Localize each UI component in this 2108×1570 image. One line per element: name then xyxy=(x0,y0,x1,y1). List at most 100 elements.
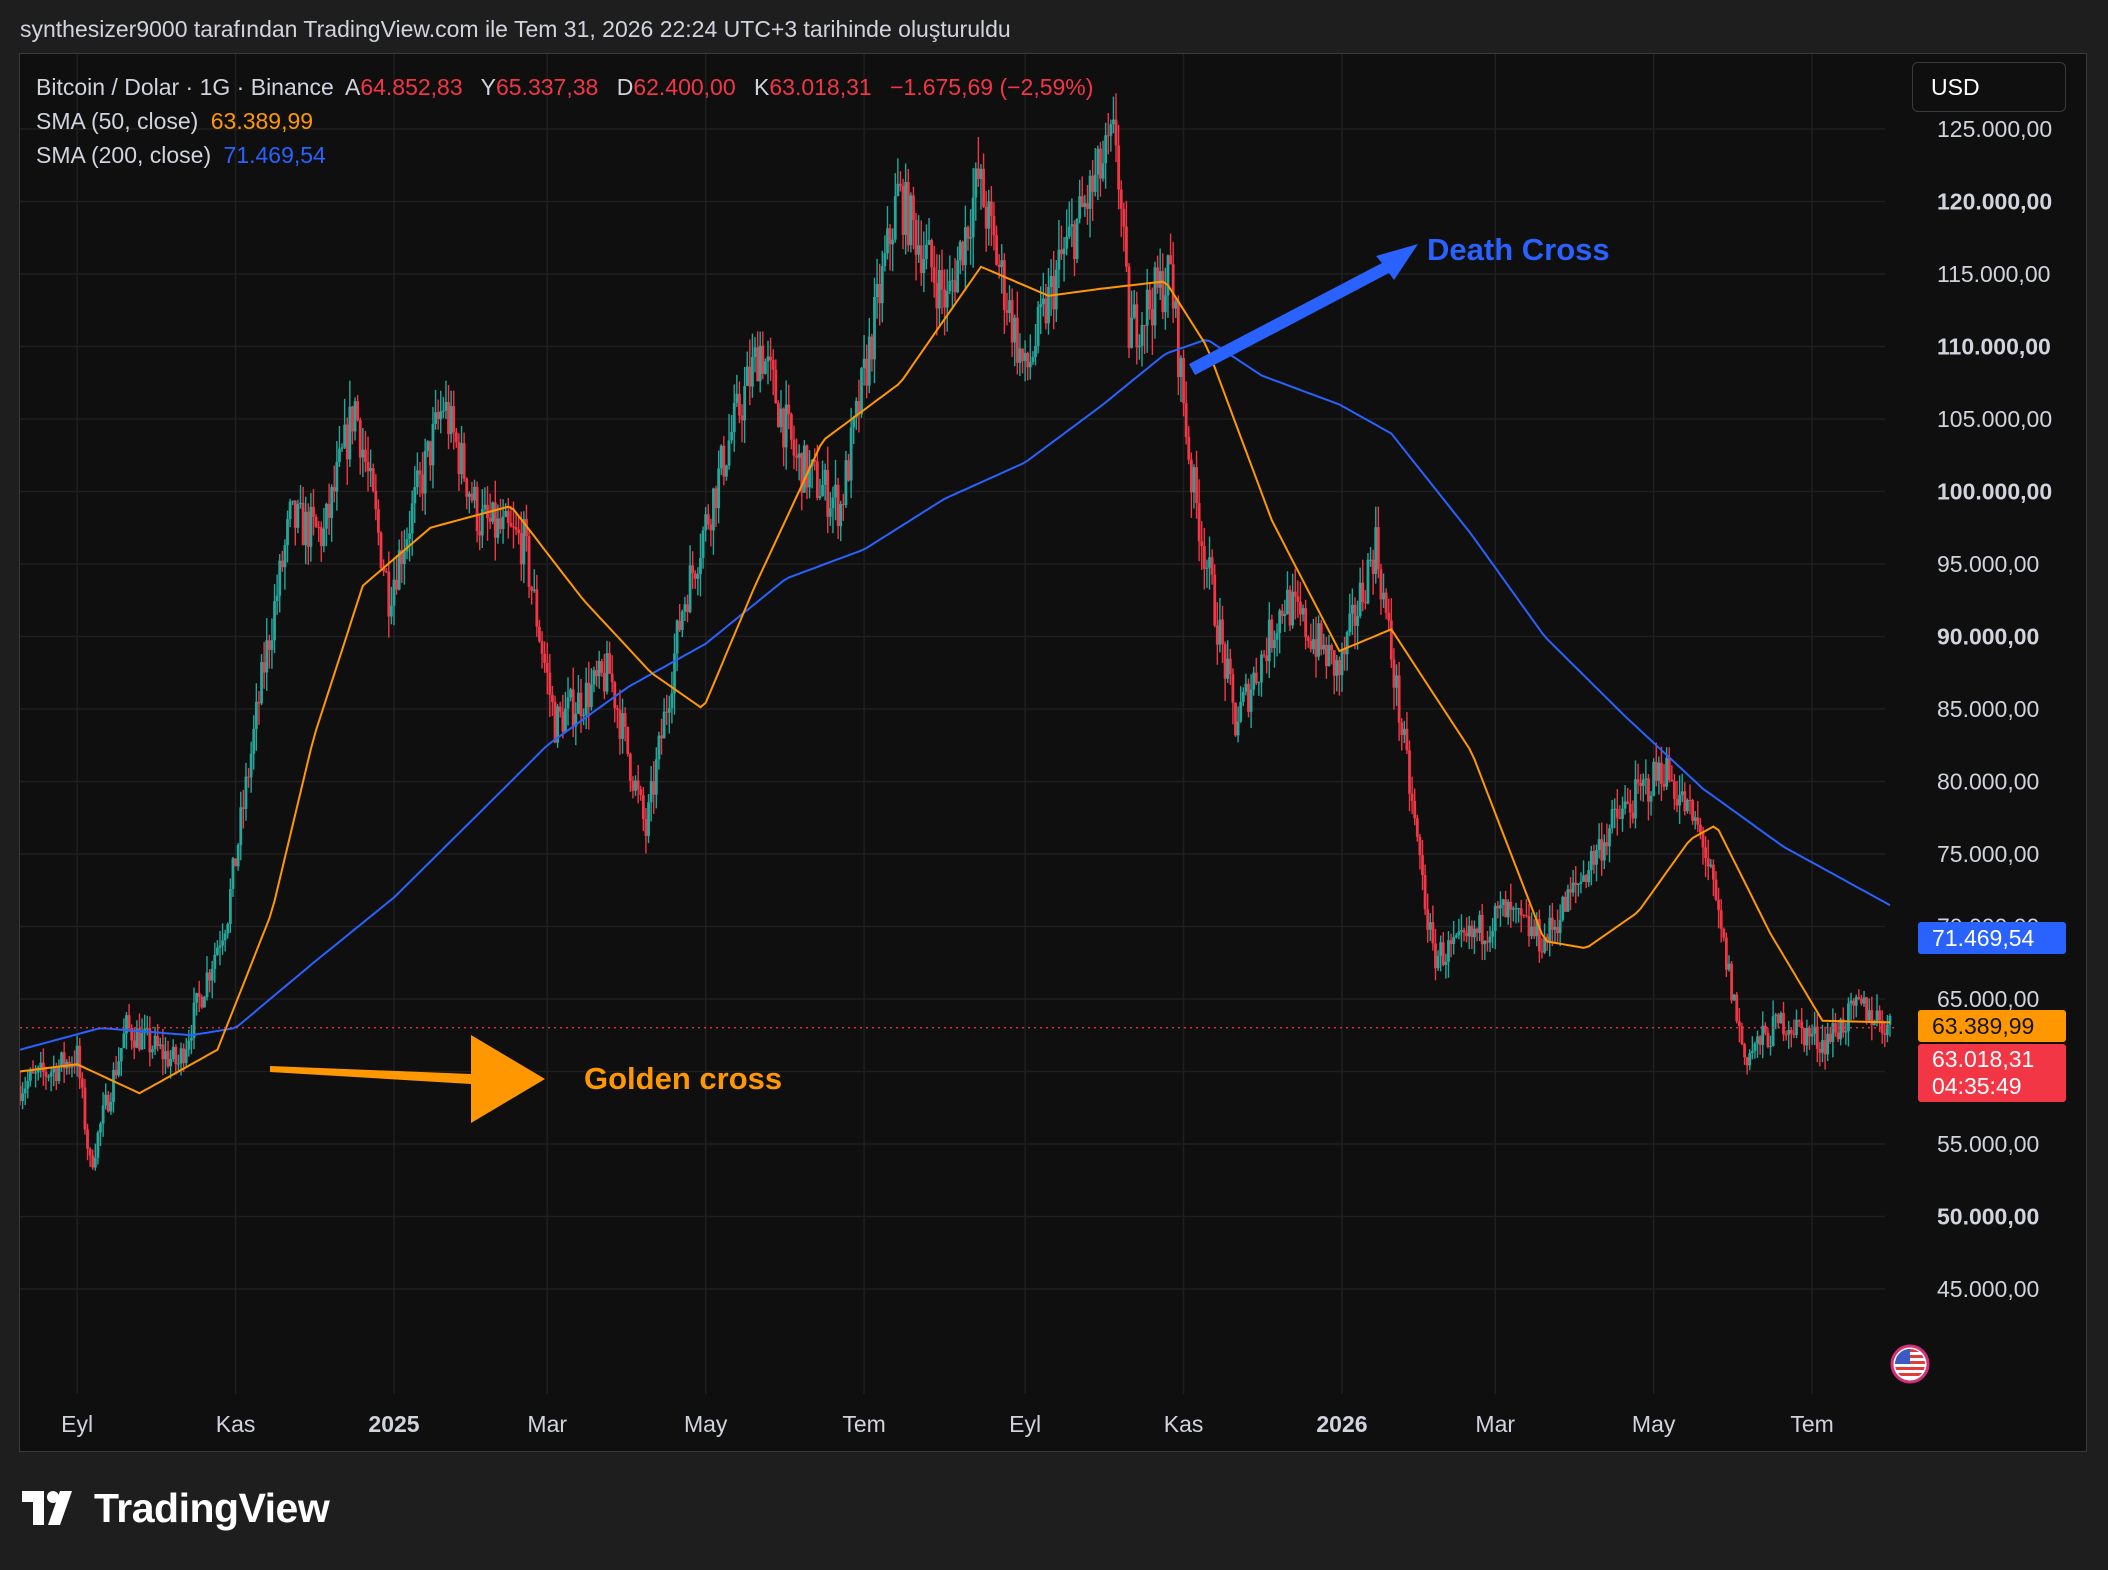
candle xyxy=(673,633,676,715)
candle xyxy=(665,694,669,726)
candle xyxy=(283,539,287,590)
candle xyxy=(969,209,972,265)
candle xyxy=(953,258,957,302)
candles xyxy=(20,93,1892,1171)
candle xyxy=(114,1056,118,1080)
candle xyxy=(239,791,243,861)
candle xyxy=(291,500,295,506)
price-chart[interactable]: 45.000,0050.000,0055.000,0060.000,0065.0… xyxy=(20,54,2086,1451)
high-label: Y xyxy=(480,74,496,100)
sma50-price-tag: 63.389,99 xyxy=(1918,1010,2066,1042)
candle xyxy=(647,794,650,844)
open-label: A xyxy=(344,74,361,100)
candle xyxy=(1106,113,1110,155)
candle xyxy=(1322,633,1326,655)
candle xyxy=(945,269,949,332)
candle xyxy=(615,705,619,729)
candle xyxy=(1473,920,1476,955)
time-axis[interactable]: Eyl Kas 2025 Mar May Tem Eyl Kas 2026 Mar May Tem xyxy=(61,1411,1834,1437)
candle xyxy=(1517,907,1520,923)
candle xyxy=(1140,312,1144,367)
candle xyxy=(1810,1024,1814,1045)
sma50-line[interactable] xyxy=(20,265,1891,1095)
candle xyxy=(951,268,954,310)
death-cross-annotation[interactable]: Death Cross xyxy=(1189,232,1610,375)
candle xyxy=(174,1044,178,1075)
candle xyxy=(421,452,424,511)
candle xyxy=(1714,871,1718,902)
candle xyxy=(1452,920,1456,955)
sma50-row[interactable]: SMA (50, close) 63.389,99 xyxy=(36,104,1099,138)
candle xyxy=(935,254,939,336)
golden-cross-annotation[interactable]: Golden cross xyxy=(270,1035,782,1123)
candle xyxy=(278,554,282,613)
candle xyxy=(1660,746,1663,801)
candle xyxy=(1015,291,1019,375)
candle xyxy=(260,654,263,706)
candle xyxy=(883,235,887,272)
candle xyxy=(1589,845,1593,886)
candle xyxy=(428,440,432,481)
candle xyxy=(447,385,450,450)
candle xyxy=(96,1130,100,1165)
candle xyxy=(828,492,832,526)
candle xyxy=(738,381,741,424)
candle xyxy=(223,929,227,952)
candle xyxy=(1252,666,1256,696)
death-cross-label: Death Cross xyxy=(1427,232,1610,267)
candle xyxy=(1478,910,1482,942)
candle xyxy=(1413,788,1417,826)
candle xyxy=(1447,931,1450,978)
sma50-value: 63.389,99 xyxy=(210,108,314,134)
candle xyxy=(1649,791,1653,816)
candle xyxy=(325,502,328,547)
candle xyxy=(958,239,962,275)
low-label: D xyxy=(616,74,634,100)
candle xyxy=(36,1065,40,1081)
candle xyxy=(1813,1011,1817,1046)
price-axis[interactable]: 45.000,0050.000,0055.000,0060.000,0065.0… xyxy=(1937,116,2052,1302)
candle xyxy=(1566,884,1570,912)
candle xyxy=(644,808,648,854)
candle xyxy=(943,269,947,336)
candle xyxy=(1099,142,1102,197)
symbol-title[interactable]: Bitcoin / Dolar · 1G · Binance xyxy=(36,74,334,100)
us-flag-icon[interactable] xyxy=(1890,1344,1930,1384)
candle xyxy=(662,698,666,739)
y-tick-label: 65.000,00 xyxy=(1937,986,2039,1012)
candle xyxy=(286,510,289,563)
candle xyxy=(758,331,762,393)
sma200-line[interactable] xyxy=(20,339,1891,1051)
candle xyxy=(714,485,718,528)
candle xyxy=(680,609,684,638)
sma200-series xyxy=(20,339,1891,1051)
candle xyxy=(805,444,809,500)
candle xyxy=(1184,381,1188,445)
tradingview-logo[interactable]: TradingView xyxy=(22,1484,330,1532)
sma200-row[interactable]: SMA (200, close) 71.469,54 xyxy=(36,138,1099,172)
candle xyxy=(465,477,469,510)
candle xyxy=(44,1066,48,1090)
candle xyxy=(244,762,248,821)
candle xyxy=(1722,927,1726,942)
candle xyxy=(153,1026,157,1055)
y-tick-label: 85.000,00 xyxy=(1937,696,2039,722)
candle xyxy=(158,1037,162,1050)
candle xyxy=(922,231,926,293)
currency-button[interactable]: USD xyxy=(1912,62,2066,112)
candle xyxy=(1345,630,1349,671)
candle xyxy=(1127,263,1131,358)
candle xyxy=(1080,176,1084,208)
chart-area[interactable]: 45.000,0050.000,0055.000,0060.000,0065.0… xyxy=(19,53,2087,1452)
candle xyxy=(558,701,562,718)
candle xyxy=(413,466,417,523)
candle xyxy=(854,397,858,430)
candle xyxy=(1776,1012,1780,1029)
candle xyxy=(249,741,253,793)
y-tick-label: 110.000,00 xyxy=(1937,334,2051,360)
candle xyxy=(956,246,959,294)
candle xyxy=(65,1059,69,1075)
candle xyxy=(1067,201,1071,239)
candle xyxy=(101,1092,105,1137)
candle xyxy=(751,333,754,398)
